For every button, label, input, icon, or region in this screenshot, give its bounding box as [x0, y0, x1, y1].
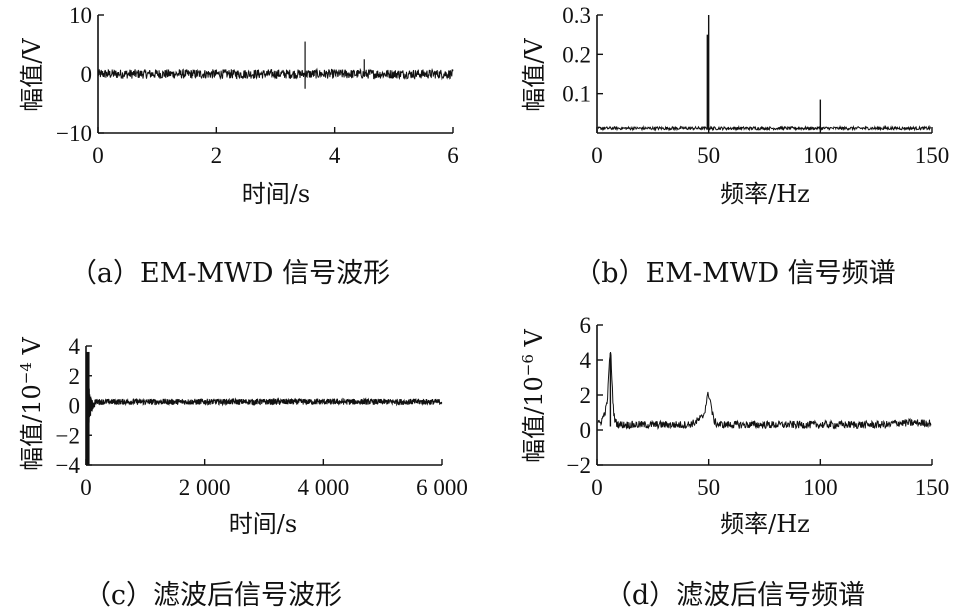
x-tick-label: 100 [803, 475, 838, 500]
x-tick-label: 6 000 [416, 475, 468, 500]
x-axis-label: 时间/s [242, 180, 310, 208]
series-line [85, 362, 443, 452]
chart-c: 0 2 000 4 000 6 000 −4 −2 0 2 4 时间/s 幅值/10−4 V （c）滤… [17, 334, 468, 611]
y-tick-label: 0.1 [562, 82, 591, 107]
series-line [597, 352, 932, 430]
y-tick-label: 0.2 [562, 42, 591, 67]
x-tick-label: 50 [697, 475, 720, 500]
y-tick-label: 0 [580, 418, 592, 443]
y-axis-label: 幅值/10−6 V [519, 328, 548, 462]
y-axis-label: 幅值/10−4 V [17, 336, 46, 470]
y-tick-label: 10 [69, 3, 92, 28]
chart-caption: （c）滤波后信号波形 [84, 580, 342, 611]
y-tick-label: −2 [567, 453, 591, 478]
y-tick-label: 0 [69, 394, 81, 419]
x-tick-label: 4 [329, 143, 341, 168]
x-tick-label: 4 000 [297, 475, 349, 500]
x-tick-label: 0 [591, 143, 603, 168]
y-tick-label: 0.3 [562, 3, 591, 28]
y-tick-label: 4 [69, 334, 81, 359]
x-tick-label: 150 [915, 475, 950, 500]
x-axis-label: 频率/Hz [720, 180, 810, 208]
y-tick-label: −4 [56, 453, 81, 478]
y-tick-label: 2 [69, 364, 81, 389]
y-tick-label: 6 [580, 313, 592, 338]
series-line [97, 67, 454, 81]
y-tick-label: 4 [580, 348, 592, 373]
x-tick-label: 0 [92, 143, 104, 168]
x-tick-label: 150 [915, 143, 950, 168]
transient-burst [86, 351, 90, 465]
x-tick-label: 0 [80, 475, 92, 500]
y-tick-label: −2 [56, 423, 80, 448]
x-tick-label: 100 [803, 143, 838, 168]
y-tick-label: −10 [56, 121, 92, 146]
x-axis-label: 时间/s [229, 510, 297, 538]
x-axis-label: 频率/Hz [720, 510, 810, 538]
x-tick-label: 2 [211, 143, 223, 168]
chart-b: 0 50 100 150 0.1 0.2 0.3 频率/Hz 幅值/V （b）EM-MWD 信号频… [520, 3, 949, 289]
chart-caption: （a）EM-MWD 信号波形 [70, 258, 390, 289]
x-tick-label: 6 [447, 143, 459, 168]
y-tick-label: 2 [580, 383, 592, 408]
x-tick-label: 2 000 [179, 475, 231, 500]
chart-caption: （b）EM-MWD 信号频谱 [574, 258, 895, 289]
chart-caption: （d）滤波后信号频谱 [605, 580, 865, 611]
y-tick-label: 0 [81, 62, 93, 87]
x-tick-label: 0 [591, 475, 603, 500]
x-tick-label: 50 [697, 143, 720, 168]
y-axis-label: 幅值/V [520, 38, 548, 112]
series-line [597, 124, 932, 132]
y-axis-label: 幅值/V [18, 38, 46, 112]
